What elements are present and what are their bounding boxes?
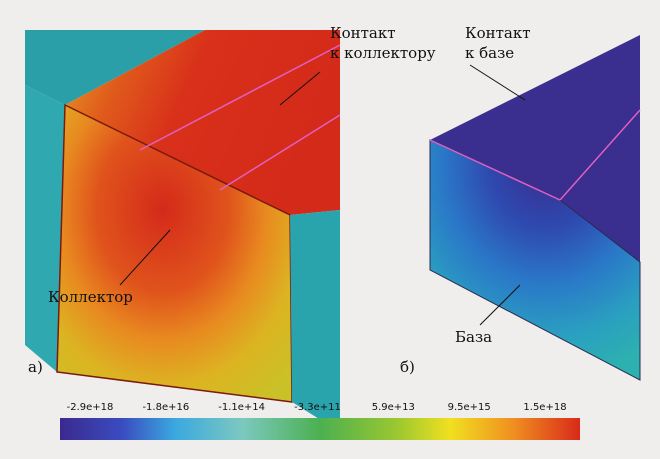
colorbar-bar <box>60 418 580 440</box>
label: Контакт <box>465 24 531 42</box>
surface <box>290 210 340 432</box>
colorbar-tick-label: -1.8e+16 <box>142 402 189 413</box>
colorbar-tick-label: 9.5e+15 <box>448 402 491 413</box>
panel-label: б) <box>400 358 415 376</box>
label: База <box>455 328 492 346</box>
label: к базе <box>465 44 514 62</box>
colorbar: -2.9e+18 -1.8e+16 -1.1e+14 -3.3e+11 5.9e+13 9… <box>60 402 580 440</box>
colorbar-tick-label: -2.9e+18 <box>67 402 114 413</box>
panel-b: Контакт к базе База б) <box>400 24 640 380</box>
colorbar-tick-label: 1.5e+18 <box>523 402 566 413</box>
colorbar-tick-label: -1.1e+14 <box>218 402 265 413</box>
label: к коллектору <box>330 44 436 62</box>
colorbar-tick-label: 5.9e+13 <box>372 402 415 413</box>
panel-label: а) <box>28 358 43 376</box>
leader <box>470 65 525 100</box>
label: Контакт <box>330 24 396 42</box>
label: Коллектор <box>48 288 133 306</box>
panel-a: Контакт к коллектору Коллектор а) <box>25 24 436 432</box>
figure: Контакт к коллектору Коллектор а) Контак… <box>0 0 660 459</box>
colorbar-tick-label: -3.3e+11 <box>294 402 341 413</box>
